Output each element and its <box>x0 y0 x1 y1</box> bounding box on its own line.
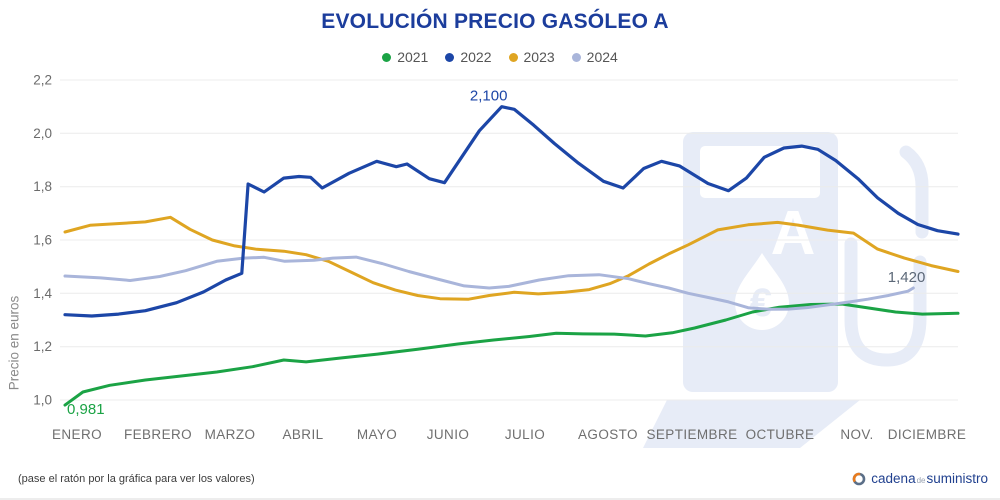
x-axis-labels: ENERO FEBRERO MARZO ABRIL MAYO JUNIO JULIO AGOS… <box>52 427 966 442</box>
annotation-2-100: 2,100 <box>470 88 508 105</box>
x-tick-agosto: AGOSTO <box>578 427 638 442</box>
x-tick-septiembre: SEPTIEMBRE <box>646 427 737 442</box>
legend-item-2024[interactable]: 2024 <box>571 49 618 65</box>
series-lines <box>63 105 960 407</box>
watermark-letter-a: A <box>771 199 816 268</box>
x-tick-enero: ENERO <box>52 427 102 442</box>
series-2022-line[interactable] <box>63 105 960 318</box>
legend-label-2024: 2024 <box>586 49 618 65</box>
annotation-0-981: 0,981 <box>67 401 105 418</box>
x-tick-marzo: MARZO <box>205 427 256 442</box>
annotation-1-420: 1,420 <box>888 269 926 286</box>
fuel-pump-watermark: A € <box>643 132 929 448</box>
x-tick-nov: NOV. <box>840 427 873 442</box>
series-2024-line[interactable] <box>63 255 915 311</box>
legend-label-2023: 2023 <box>523 49 555 65</box>
y-tick-1,8: 1,8 <box>33 179 52 194</box>
legend-item-2021[interactable]: 2021 <box>382 49 428 65</box>
y-axis-labels: 2,2 2,0 1,8 1,6 1,4 1,2 1,0 <box>33 73 52 408</box>
brand-logo-icon <box>852 472 866 485</box>
watermark-euro-sign: € <box>750 281 772 325</box>
x-tick-octubre: OCTUBRE <box>746 427 815 442</box>
brand-logo[interactable]: cadenadesuministro <box>852 471 988 486</box>
y-tick-2,2: 2,2 <box>33 73 52 88</box>
hover-hint: (pase el ratón por la gráfica para ver l… <box>18 473 255 485</box>
y-tick-1,0: 1,0 <box>33 393 52 408</box>
x-tick-febrero: FEBRERO <box>124 427 192 442</box>
euro-drop-icon <box>735 253 789 330</box>
series-2021-line[interactable] <box>63 302 960 407</box>
x-tick-julio: JULIO <box>505 427 545 442</box>
y-tick-2,0: 2,0 <box>33 126 52 141</box>
pump-nozzle <box>899 145 929 239</box>
legend-label-2021: 2021 <box>397 49 429 65</box>
legend-dot-2022 <box>445 52 455 62</box>
y-tick-1,6: 1,6 <box>33 233 52 248</box>
chart-legend: 2021 2022 2023 2024 <box>0 49 1000 65</box>
x-tick-mayo: MAYO <box>357 427 397 442</box>
pump-hose <box>844 237 927 367</box>
x-tick-diciembre: DICIEMBRE <box>888 427 967 442</box>
x-tick-abril: ABRIL <box>282 427 323 442</box>
annotations: 0,981 2,100 1,420 <box>67 88 925 418</box>
legend-dot-2021 <box>382 52 392 62</box>
y-tick-1,2: 1,2 <box>33 339 52 354</box>
legend-dot-2024 <box>571 52 581 62</box>
y-tick-1,4: 1,4 <box>33 286 52 301</box>
legend-item-2022[interactable]: 2022 <box>445 49 492 65</box>
legend-label-2022: 2022 <box>460 49 492 65</box>
x-tick-junio: JUNIO <box>427 427 470 442</box>
legend-item-2023[interactable]: 2023 <box>508 49 555 65</box>
chart-title: EVOLUCIÓN PRECIO GASÓLEO A <box>321 10 669 33</box>
legend-dot-2023 <box>508 52 518 62</box>
series-2023-line[interactable] <box>63 215 960 301</box>
brand-logo-text: cadenadesuministro <box>871 471 988 486</box>
